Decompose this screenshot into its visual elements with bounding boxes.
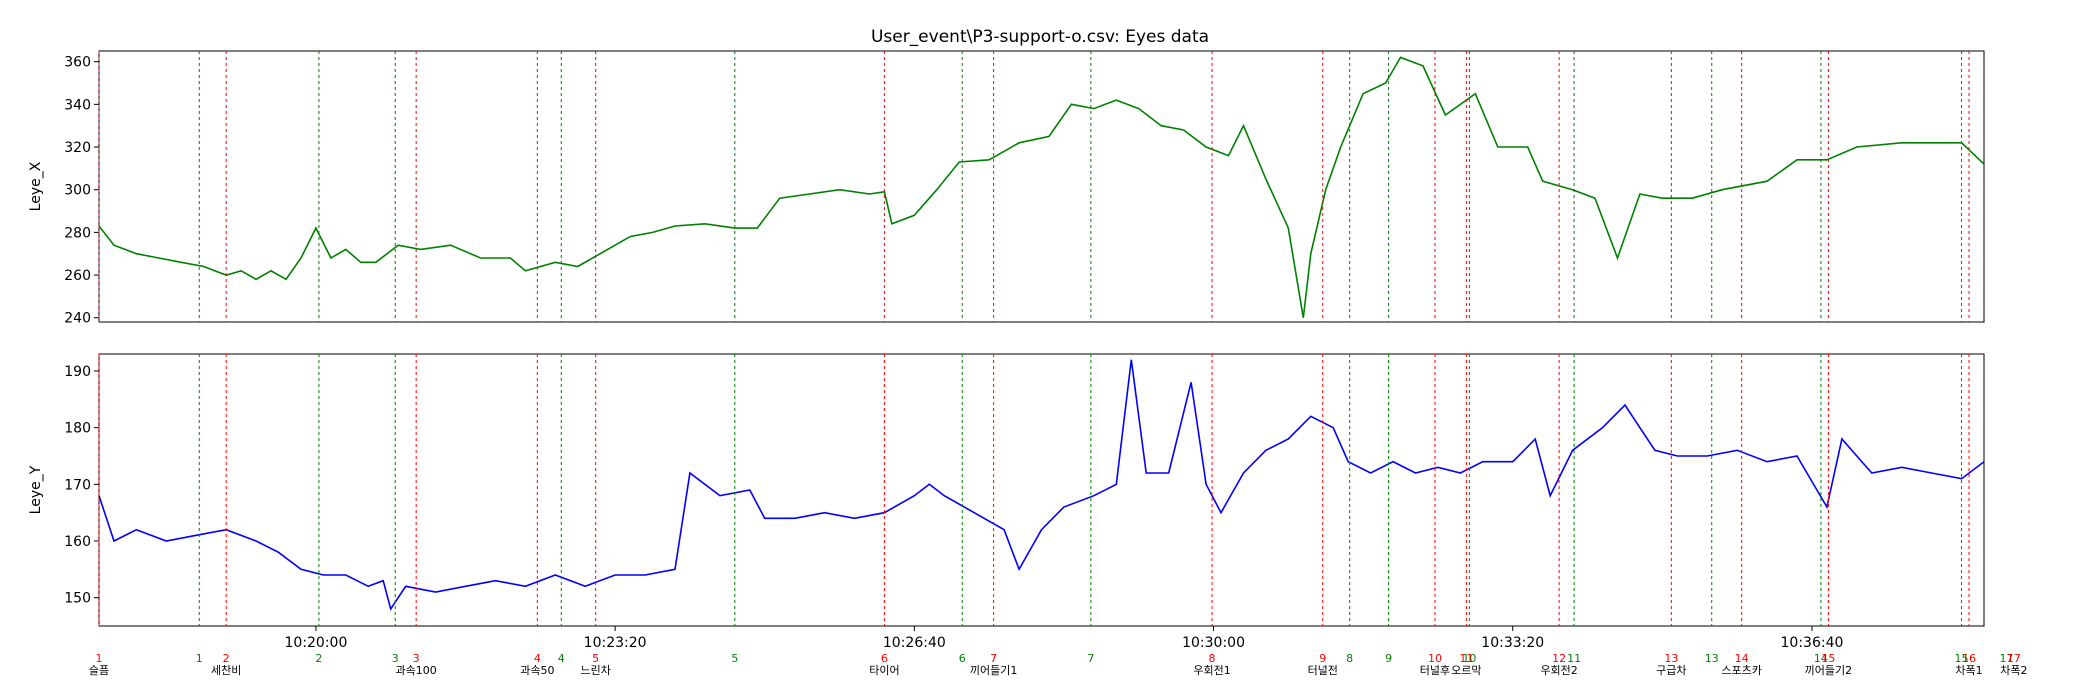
y-tick-label: 190 xyxy=(64,364,91,380)
y-tick-label: 150 xyxy=(64,591,91,607)
event-label: 터널전 xyxy=(1308,664,1338,677)
y-tick-label: 340 xyxy=(64,97,91,113)
red-event-number: 1 xyxy=(96,652,103,665)
data-series-line xyxy=(99,56,1984,318)
y-tick-label: 170 xyxy=(64,477,91,493)
x-tick-label: 10:33:20 xyxy=(1481,635,1544,651)
x-tick-label: 10:26:40 xyxy=(883,635,946,651)
y-axis-label: Leye_X xyxy=(28,161,44,211)
red-event-number: 6 xyxy=(881,652,888,665)
chart-title: User_event\P3-support-o.csv: Eyes data xyxy=(871,27,1209,47)
event-label: 타이어 xyxy=(869,664,899,677)
event-label: 끼어들기2 xyxy=(1805,664,1852,677)
event-label: 끼어들기1 xyxy=(970,664,1017,677)
y-tick-label: 360 xyxy=(64,55,91,71)
event-label: 스포츠카 xyxy=(1721,664,1761,677)
red-event-number: 4 xyxy=(534,652,541,665)
green-event-number: 7 xyxy=(1087,652,1094,665)
green-event-number: 1 xyxy=(196,652,203,665)
event-label: 우회전2 xyxy=(1540,664,1577,677)
red-event-number: 11 xyxy=(1459,652,1473,665)
event-label: 터널후 xyxy=(1420,664,1450,677)
red-event-number: 12 xyxy=(1552,652,1566,665)
green-event-number: 9 xyxy=(1385,652,1392,665)
y-tick-label: 240 xyxy=(64,311,91,327)
y-tick-label: 260 xyxy=(64,268,91,284)
x-tick-label: 10:20:00 xyxy=(284,635,347,651)
event-markers: 1 2 3 4 5 6 7 8 9 10 11 13 14 15 171슬픔2세찬비3과속1004과속505… xyxy=(89,51,2028,677)
red-event-number: 7 xyxy=(990,652,997,665)
x-tick-label: 10:30:00 xyxy=(1182,635,1245,651)
y-tick-label: 320 xyxy=(64,140,91,156)
red-event-number: 16 xyxy=(1962,652,1976,665)
red-event-number: 17 xyxy=(2007,652,2021,665)
event-label: 슬픔 xyxy=(89,664,109,677)
green-event-number: 17 xyxy=(1999,652,2013,665)
event-label: 오르막 xyxy=(1451,664,1481,677)
green-event-number: 2 xyxy=(315,652,322,665)
green-event-number: 14 xyxy=(1814,652,1828,665)
y-tick-label: 180 xyxy=(64,421,91,437)
event-label: 과속100 xyxy=(396,664,437,677)
x-tick-label: 10:23:20 xyxy=(584,635,647,651)
leye-x-panel: 240 260 280 300 320 340 360 Leye_X xyxy=(28,50,1985,327)
event-label: 느린차 xyxy=(580,664,610,677)
plot-frame xyxy=(98,353,1985,627)
green-event-number: 5 xyxy=(731,652,738,665)
leye-y-panel: 150 160 170 180 190 Leye_Y xyxy=(28,353,1985,627)
red-event-number: 10 xyxy=(1428,652,1442,665)
red-event-number: 5 xyxy=(592,652,599,665)
green-event-number: 4 xyxy=(558,652,565,665)
red-event-number: 3 xyxy=(413,652,420,665)
green-event-number: 15 xyxy=(1955,652,1969,665)
green-event-number: 6 xyxy=(959,652,966,665)
event-label: 과속50 xyxy=(520,664,554,677)
green-event-number: 8 xyxy=(1346,652,1353,665)
plot-frame xyxy=(98,50,1985,323)
x-axis: 10:20:00 10:23:20 10:26:40 10:30:00 10:33:20… xyxy=(284,626,1843,651)
event-label: 세찬비 xyxy=(211,663,241,677)
green-event-number: 10 xyxy=(1462,652,1476,665)
green-event-number: 3 xyxy=(392,652,399,665)
green-event-number: 13 xyxy=(1705,652,1719,665)
event-label: 구급차 xyxy=(1656,664,1686,677)
y-tick-label: 300 xyxy=(64,183,91,199)
event-label: 차폭1 xyxy=(1955,664,1982,677)
y-tick-label: 160 xyxy=(64,534,91,550)
y-axis-label: Leye_Y xyxy=(28,465,44,514)
red-event-number: 14 xyxy=(1735,652,1749,665)
y-tick-label: 280 xyxy=(64,225,91,241)
red-event-number: 8 xyxy=(1209,652,1216,665)
event-label: 우회전1 xyxy=(1193,664,1230,677)
green-event-number: 11 xyxy=(1567,652,1581,665)
red-event-number: 2 xyxy=(223,652,230,665)
event-label: 차폭2 xyxy=(2000,664,2027,677)
red-event-number: 9 xyxy=(1319,652,1326,665)
red-event-number: 15 xyxy=(1821,652,1835,665)
x-tick-label: 10:36:40 xyxy=(1781,635,1844,651)
red-event-number: 13 xyxy=(1664,652,1678,665)
